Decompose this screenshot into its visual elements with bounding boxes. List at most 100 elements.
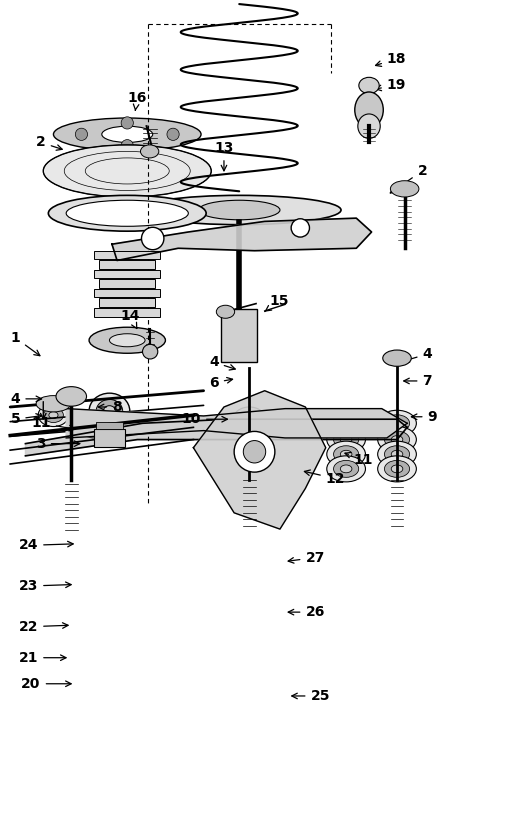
Ellipse shape (49, 412, 58, 418)
Ellipse shape (78, 412, 110, 438)
Ellipse shape (391, 465, 403, 473)
Ellipse shape (327, 410, 365, 436)
Polygon shape (112, 218, 372, 260)
Ellipse shape (391, 450, 403, 458)
Ellipse shape (109, 334, 145, 347)
Ellipse shape (48, 195, 206, 231)
Ellipse shape (378, 427, 416, 453)
Text: 19: 19 (376, 78, 406, 93)
Ellipse shape (378, 410, 416, 436)
Ellipse shape (89, 421, 99, 429)
Text: 17: 17 (222, 309, 241, 329)
Bar (99, 260, 155, 269)
Ellipse shape (216, 305, 235, 318)
Ellipse shape (391, 435, 403, 444)
Ellipse shape (233, 407, 266, 431)
Ellipse shape (378, 456, 416, 482)
Text: 6: 6 (209, 375, 233, 390)
Text: 12: 12 (304, 470, 345, 486)
Ellipse shape (341, 419, 352, 427)
Ellipse shape (384, 415, 410, 431)
Ellipse shape (327, 456, 365, 482)
Ellipse shape (333, 415, 359, 431)
Ellipse shape (384, 461, 410, 477)
Ellipse shape (89, 327, 165, 353)
Bar (94, 269, 160, 278)
Bar (221, 309, 257, 362)
Bar (99, 299, 155, 307)
Ellipse shape (359, 77, 379, 94)
Circle shape (121, 139, 133, 152)
Circle shape (243, 440, 266, 463)
Ellipse shape (199, 200, 280, 220)
Ellipse shape (83, 417, 105, 433)
Text: 16: 16 (127, 90, 147, 111)
Text: 10: 10 (182, 412, 228, 427)
Ellipse shape (244, 416, 254, 423)
Ellipse shape (96, 400, 123, 422)
Text: 3: 3 (36, 436, 80, 451)
Text: 1: 1 (11, 330, 40, 356)
Ellipse shape (390, 181, 419, 197)
Ellipse shape (384, 446, 410, 462)
Ellipse shape (378, 441, 416, 467)
Ellipse shape (43, 408, 63, 422)
Circle shape (234, 431, 275, 472)
Text: 27: 27 (288, 550, 325, 565)
Polygon shape (66, 409, 407, 438)
Text: 18: 18 (376, 51, 406, 67)
Text: 7: 7 (404, 374, 432, 388)
Text: 24: 24 (19, 538, 73, 553)
Text: 25: 25 (292, 689, 330, 703)
Ellipse shape (140, 145, 159, 158)
Ellipse shape (327, 427, 365, 453)
Text: 20: 20 (21, 676, 71, 691)
Ellipse shape (391, 419, 403, 427)
Polygon shape (25, 419, 407, 456)
Bar (94, 251, 160, 260)
Ellipse shape (36, 396, 71, 412)
Text: 11: 11 (32, 416, 75, 431)
Ellipse shape (38, 404, 69, 427)
Text: 9: 9 (411, 409, 437, 424)
Ellipse shape (53, 118, 201, 151)
Text: 26: 26 (288, 605, 325, 619)
Text: 13: 13 (214, 141, 234, 171)
Circle shape (291, 219, 309, 237)
Circle shape (167, 128, 179, 141)
Circle shape (142, 227, 164, 250)
Text: 4: 4 (404, 347, 432, 362)
Text: 22: 22 (19, 619, 68, 634)
Text: 4: 4 (11, 392, 42, 406)
Circle shape (75, 128, 88, 141)
Text: 8: 8 (98, 400, 122, 414)
Ellipse shape (333, 461, 359, 477)
Ellipse shape (341, 450, 352, 458)
Ellipse shape (103, 405, 116, 417)
Ellipse shape (384, 431, 410, 448)
Ellipse shape (358, 114, 380, 138)
Text: 2: 2 (390, 164, 427, 193)
Ellipse shape (143, 344, 158, 359)
Bar (96, 422, 123, 429)
Bar (94, 289, 160, 297)
Ellipse shape (56, 387, 87, 406)
Text: 11: 11 (345, 453, 373, 467)
Text: 2: 2 (36, 135, 62, 151)
Text: 14: 14 (120, 309, 139, 329)
Text: 15: 15 (265, 294, 289, 312)
Bar (99, 279, 155, 288)
Text: 21: 21 (19, 650, 66, 665)
Ellipse shape (341, 465, 352, 473)
Ellipse shape (66, 200, 188, 226)
Ellipse shape (43, 145, 211, 197)
Bar (94, 308, 160, 317)
Ellipse shape (355, 92, 383, 128)
Ellipse shape (333, 446, 359, 462)
Bar (94, 429, 125, 447)
Circle shape (121, 116, 133, 129)
Ellipse shape (89, 393, 130, 429)
Polygon shape (193, 391, 326, 529)
Ellipse shape (333, 431, 359, 448)
Ellipse shape (102, 126, 153, 142)
